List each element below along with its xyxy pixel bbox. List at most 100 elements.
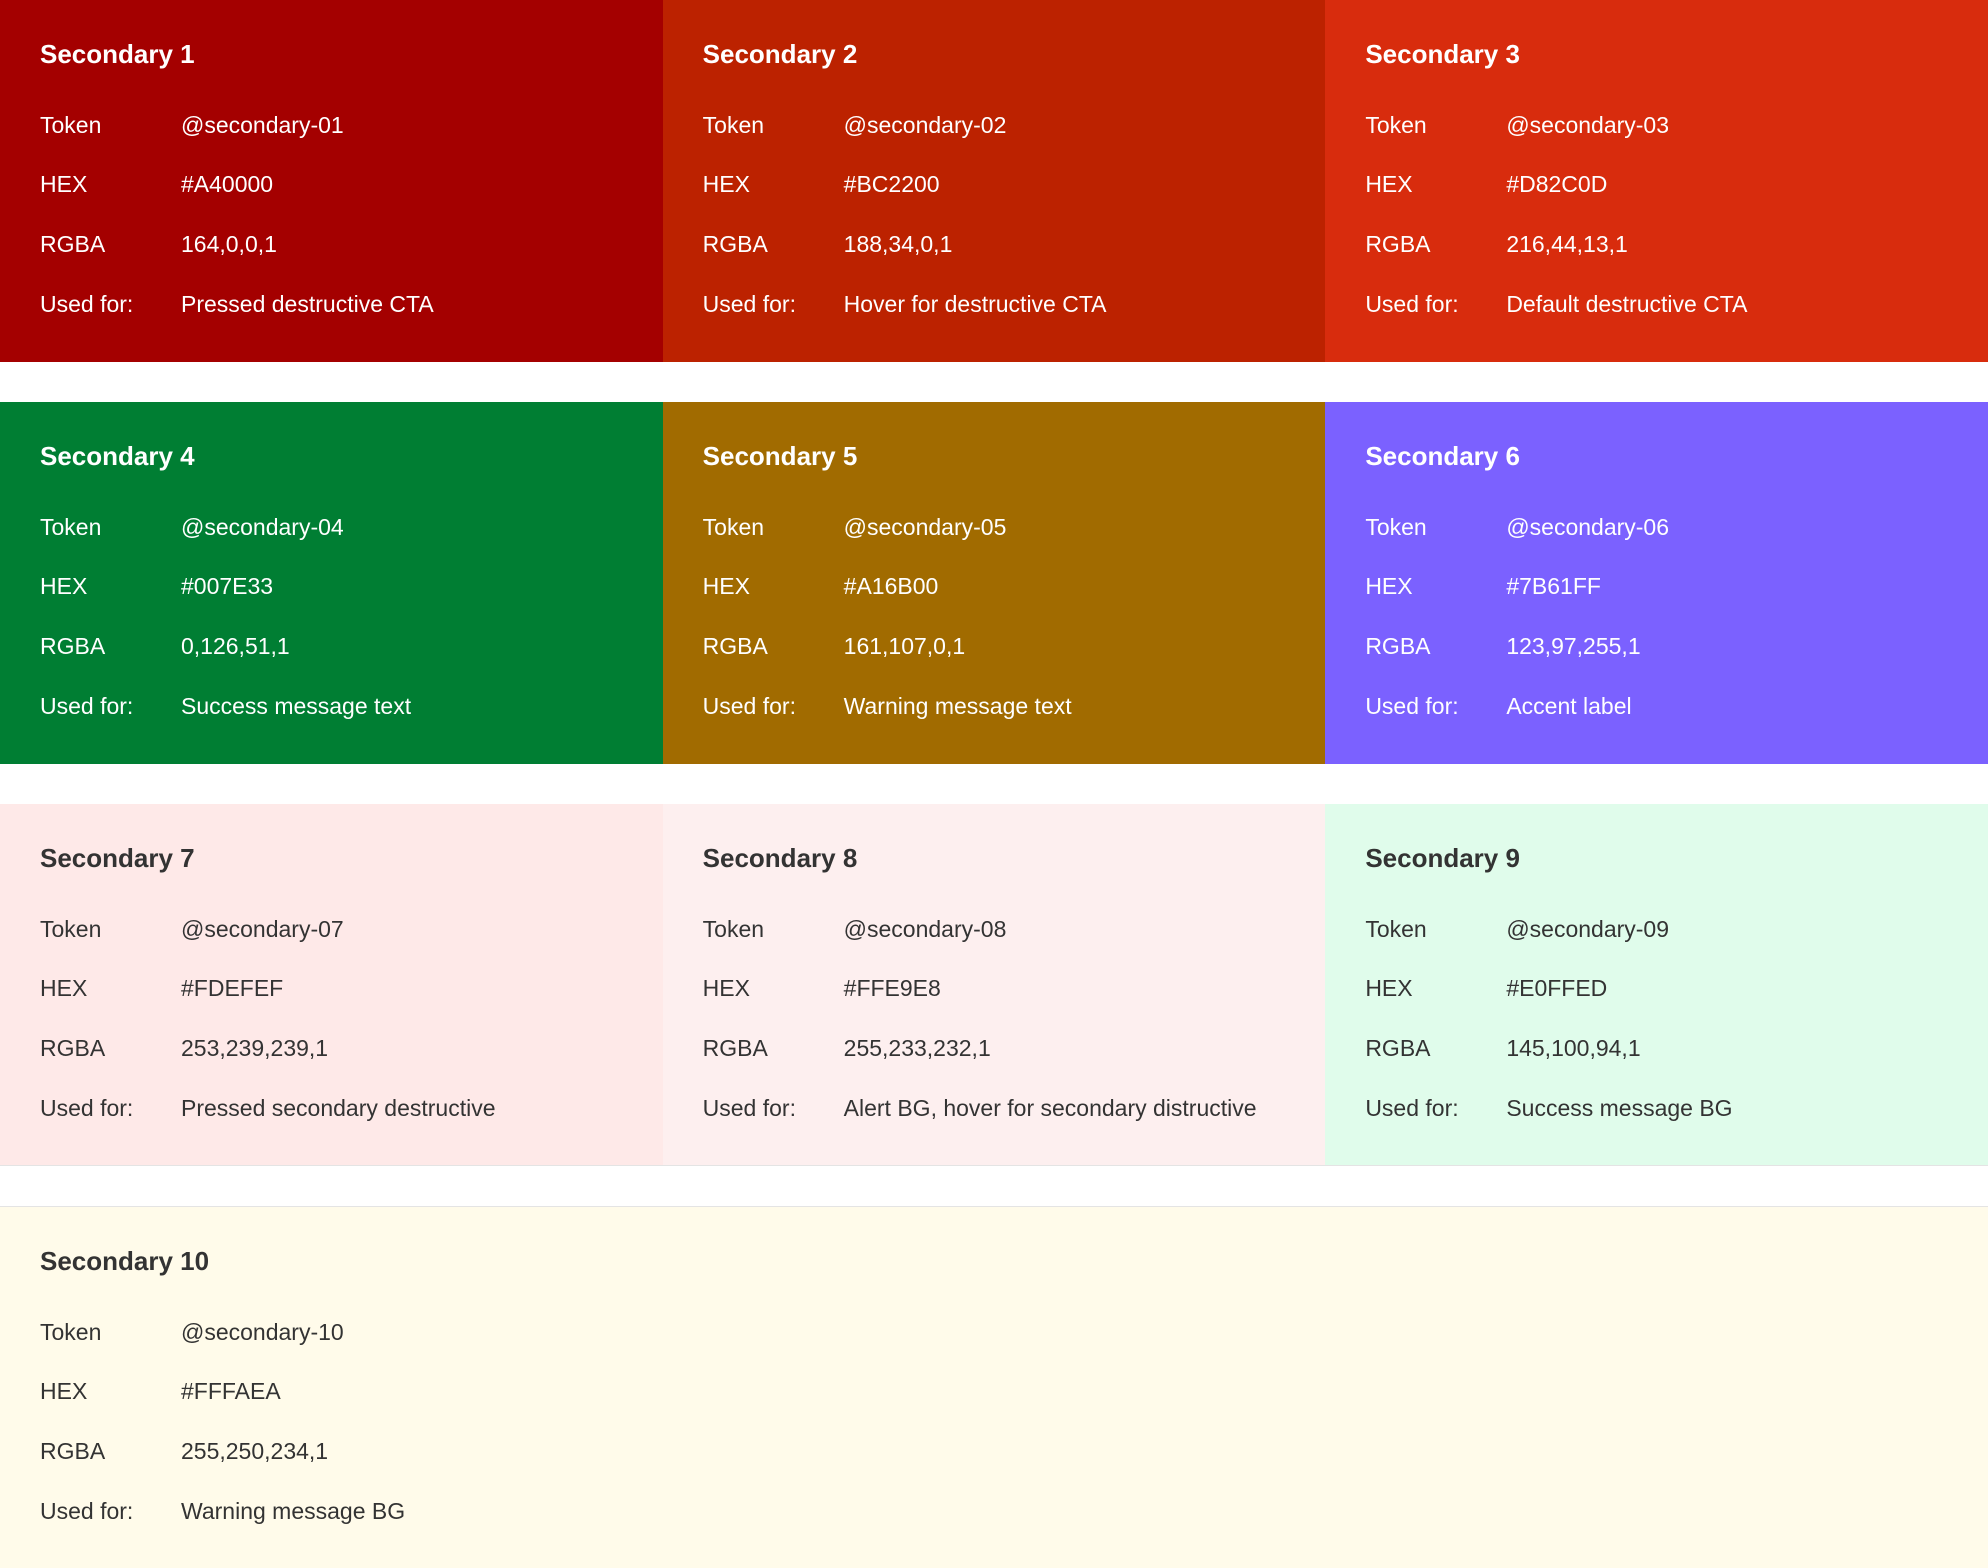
hex-value: #FDEFEF (181, 975, 284, 1002)
token-row: Token @secondary-04 (40, 497, 663, 557)
hex-row: HEX #7B61FF (1365, 557, 1988, 617)
used-for-label: Used for: (1365, 692, 1459, 719)
rgba-row: RGBA 145,100,94,1 (1365, 1018, 1988, 1078)
rgba-row: RGBA 216,44,13,1 (1365, 214, 1988, 274)
hex-value: #A16B00 (843, 573, 939, 600)
swatch-row-3: Secondary 7 Token @secondary-07 HEX #FDEFE… (0, 804, 1988, 1166)
used-for-value: Hover for destructive CTA (843, 290, 1107, 317)
used-for-value: Pressed destructive CTA (181, 290, 434, 317)
hex-label: HEX (40, 975, 88, 1002)
rgba-row: RGBA 0,126,51,1 (40, 616, 663, 676)
rgba-row: RGBA 255,250,234,1 (40, 1421, 1988, 1481)
swatch-secondary-3: Secondary 3 Token @secondary-03 HEX #D82C0… (1325, 0, 1988, 362)
token-value: @secondary-02 (843, 111, 1007, 138)
swatch-secondary-1: Secondary 1 Token @secondary-01 HEX #A4000… (0, 0, 663, 362)
used-for-label: Used for: (702, 692, 796, 719)
rgba-row: RGBA 161,107,0,1 (703, 616, 1326, 676)
token-row: Token @secondary-05 (703, 497, 1326, 557)
swatch-title: Secondary 4 (40, 441, 195, 471)
swatch-secondary-6: Secondary 6 Token @secondary-06 HEX #7B61F… (1325, 402, 1988, 764)
used-for-row: Used for: Success message BG (1365, 1078, 1988, 1138)
rgba-row: RGBA 164,0,0,1 (40, 214, 663, 274)
used-for-row: Used for: Pressed destructive CTA (40, 274, 663, 334)
swatch-secondary-7: Secondary 7 Token @secondary-07 HEX #FDEFE… (0, 804, 663, 1166)
hex-label: HEX (702, 975, 750, 1002)
token-label: Token (40, 513, 102, 540)
token-value: @secondary-07 (181, 915, 344, 942)
hex-row: HEX #E0FFED (1365, 959, 1988, 1019)
token-label: Token (702, 513, 765, 540)
hex-label: HEX (1365, 171, 1413, 198)
used-for-label: Used for: (1365, 1094, 1459, 1121)
hex-value: #FFE9E8 (843, 975, 941, 1002)
used-for-value: Warning message BG (181, 1497, 406, 1524)
token-value: @secondary-01 (181, 111, 344, 138)
rgba-value: 145,100,94,1 (1506, 1034, 1641, 1061)
swatch-title: Secondary 3 (1365, 39, 1520, 69)
used-for-row: Used for: Warning message text (703, 676, 1326, 736)
hex-value: #A40000 (181, 171, 274, 198)
token-value: @secondary-09 (1506, 915, 1670, 942)
token-label: Token (40, 111, 102, 138)
swatch-row-4: Secondary 10 Token @secondary-10 HEX #FFFA… (0, 1206, 1988, 1568)
used-for-row: Used for: Pressed secondary destructive (40, 1078, 663, 1138)
hex-value: #BC2200 (843, 171, 940, 198)
rgba-value: 255,233,232,1 (843, 1034, 991, 1061)
used-for-label: Used for: (40, 290, 134, 317)
rgba-label: RGBA (1365, 632, 1431, 659)
swatch-title: Secondary 6 (1365, 441, 1520, 471)
used-for-value: Pressed secondary destructive (181, 1094, 496, 1121)
rgba-label: RGBA (702, 230, 768, 257)
hex-row: HEX #FFE9E8 (703, 959, 1326, 1019)
rgba-label: RGBA (40, 632, 106, 659)
hex-value: #7B61FF (1506, 573, 1601, 600)
used-for-row: Used for: Warning message BG (40, 1481, 1988, 1541)
token-row: Token @secondary-02 (703, 95, 1326, 155)
token-row: Token @secondary-10 (40, 1302, 1988, 1362)
rgba-label: RGBA (40, 1034, 106, 1061)
token-label: Token (1365, 915, 1427, 942)
token-row: Token @secondary-06 (1365, 497, 1988, 557)
used-for-value: Success message text (181, 692, 412, 719)
used-for-label: Used for: (1365, 290, 1459, 317)
used-for-value: Default destructive CTA (1506, 290, 1748, 317)
hex-label: HEX (1365, 975, 1413, 1002)
swatch-secondary-10: Secondary 10 Token @secondary-10 HEX #FFFA… (0, 1206, 1988, 1568)
used-for-row: Used for: Success message text (40, 676, 663, 736)
used-for-row: Used for: Default destructive CTA (1365, 274, 1988, 334)
hex-value: #E0FFED (1506, 975, 1608, 1002)
token-label: Token (40, 915, 102, 942)
hex-label: HEX (40, 171, 88, 198)
used-for-label: Used for: (40, 692, 134, 719)
token-label: Token (1365, 513, 1427, 540)
swatch-secondary-9: Secondary 9 Token @secondary-09 HEX #E0FFE… (1325, 804, 1988, 1166)
hex-value: #D82C0D (1506, 171, 1608, 198)
swatch-title: Secondary 1 (40, 39, 195, 69)
hex-label: HEX (40, 1378, 88, 1405)
token-label: Token (702, 915, 765, 942)
hex-row: HEX #A16B00 (703, 557, 1326, 617)
token-row: Token @secondary-03 (1365, 95, 1988, 155)
used-for-label: Used for: (40, 1094, 134, 1121)
token-row: Token @secondary-07 (40, 899, 663, 959)
rgba-row: RGBA 253,239,239,1 (40, 1018, 663, 1078)
token-row: Token @secondary-09 (1365, 899, 1988, 959)
rgba-row: RGBA 188,34,0,1 (703, 214, 1326, 274)
token-row: Token @secondary-08 (703, 899, 1326, 959)
hex-label: HEX (702, 573, 750, 600)
swatch-title: Secondary 7 (40, 843, 195, 873)
token-row: Token @secondary-01 (40, 95, 663, 155)
hex-label: HEX (1365, 573, 1413, 600)
used-for-row: Used for: Alert BG, hover for secondary d… (703, 1078, 1326, 1138)
rgba-value: 164,0,0,1 (181, 230, 277, 257)
rgba-label: RGBA (40, 1437, 106, 1464)
hex-row: HEX #D82C0D (1365, 155, 1988, 215)
token-label: Token (1365, 111, 1427, 138)
swatch-row-1: Secondary 1 Token @secondary-01 HEX #A4000… (0, 0, 1988, 362)
rgba-label: RGBA (40, 230, 106, 257)
hex-label: HEX (702, 171, 750, 198)
swatch-secondary-4: Secondary 4 Token @secondary-04 HEX #007E3… (0, 402, 663, 764)
swatch-title: Secondary 2 (702, 39, 858, 69)
used-for-value: Warning message text (843, 692, 1072, 719)
used-for-value: Alert BG, hover for secondary distructiv… (843, 1094, 1257, 1121)
